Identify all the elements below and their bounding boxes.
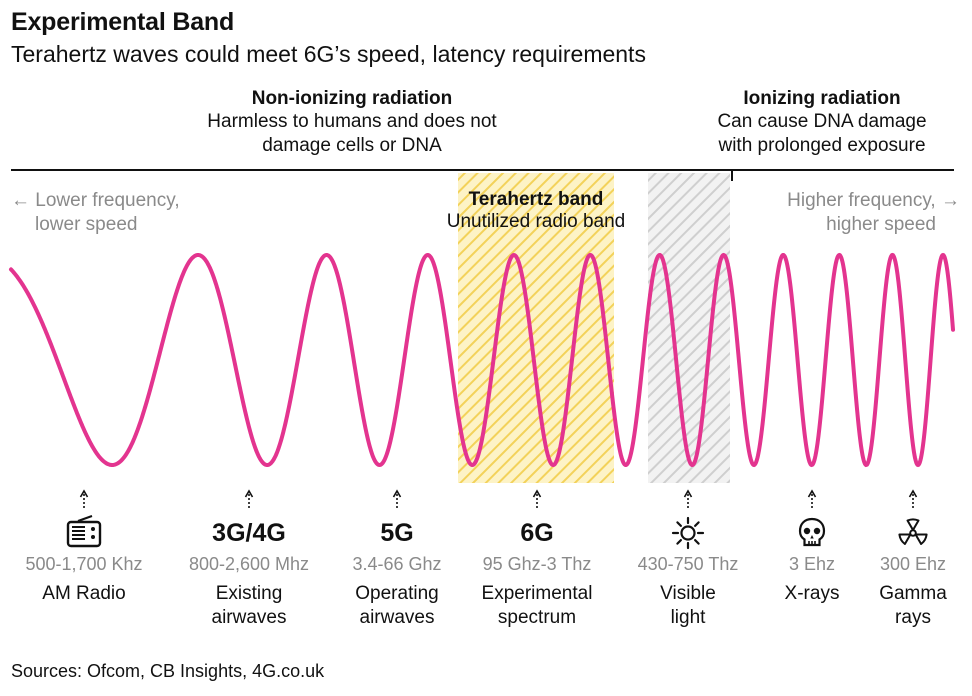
6g-name-line1: Experimental	[481, 583, 593, 604]
marker-visible-light: 430-750 Thz Visible light	[613, 515, 763, 630]
visible-light-hatch	[648, 173, 730, 483]
marker-gamma-rays: 300 Ehz Gamma rays	[838, 515, 972, 630]
marker-xrays: 3 Ehz X-rays	[737, 515, 887, 606]
radiation-icon	[898, 518, 928, 545]
terahertz-band-desc: Unutilized radio band	[446, 211, 626, 232]
non-ionizing-desc-line1: Harmless to humans and does not	[207, 111, 497, 132]
non-ionizing-zone: Non-ionizing radiation Harmless to human…	[150, 88, 554, 158]
terahertz-band-heading: Terahertz band	[468, 189, 604, 210]
marker-arrow-visible-light	[683, 489, 693, 508]
ionizing-heading: Ionizing radiation	[743, 88, 901, 109]
xrays-frequency: 3 Ehz	[788, 554, 836, 574]
am-radio-frequency: 500-1,700 Khz	[25, 554, 143, 574]
gamma-name-line2: rays	[895, 607, 931, 628]
zone-boundary-tick	[731, 169, 733, 181]
ionizing-desc-line2: with prolonged exposure	[718, 135, 926, 156]
higher-frequency-note: Higher frequency, → higher speed	[787, 189, 960, 237]
6g-frequency: 95 Ghz-3 Thz	[482, 554, 592, 574]
sun-icon	[671, 516, 705, 550]
5g-name-line1: Operating	[355, 583, 439, 604]
skull-icon	[798, 517, 826, 547]
marker-arrow-gamma-rays	[908, 489, 918, 508]
marker-arrows	[79, 489, 918, 508]
xrays-name: X-rays	[784, 583, 840, 604]
marker-arrow-am-radio	[79, 489, 89, 508]
ionizing-desc-line1: Can cause DNA damage	[717, 111, 927, 132]
5g-name-line2: airwaves	[359, 607, 435, 628]
source-note: Sources: Ofcom, CB Insights, 4G.co.uk	[11, 661, 325, 681]
marker-3g4g: 3G/4G 800-2,600 Mhz Existing airwaves	[174, 515, 324, 630]
3g4g-name-line2: airwaves	[211, 607, 287, 628]
3g4g-label: 3G/4G	[212, 519, 286, 547]
frequency-wave	[9, 252, 955, 468]
visible-light-name-line2: light	[670, 607, 706, 628]
page-title: Experimental Band	[11, 8, 235, 36]
6g-name-line2: spectrum	[497, 607, 577, 628]
visible-light-name-line1: Visible	[660, 583, 716, 604]
right-arrow-icon: →	[941, 190, 960, 211]
gamma-name-line1: Gamma	[879, 583, 947, 604]
page-subtitle: Terahertz waves could meet 6G’s speed, l…	[11, 41, 646, 67]
left-arrow-icon: ←	[11, 190, 30, 211]
non-ionizing-desc-line2: damage cells or DNA	[262, 135, 442, 156]
radio-icon	[66, 515, 102, 548]
marker-arrow-6g	[532, 489, 542, 508]
3g4g-name-line1: Existing	[215, 583, 283, 604]
marker-6g: 6G 95 Ghz-3 Thz Experimental spectrum	[462, 515, 612, 630]
lower-frequency-line1: Lower frequency,	[35, 190, 180, 211]
marker-arrow-xrays	[807, 489, 817, 508]
higher-frequency-line2: higher speed	[826, 214, 936, 235]
marker-am-radio: 500-1,700 Khz AM Radio	[9, 515, 159, 606]
3g4g-frequency: 800-2,600 Mhz	[188, 554, 310, 574]
visible-light-frequency: 430-750 Thz	[637, 554, 739, 574]
zone-divider-rule	[11, 169, 954, 171]
lower-frequency-note: ← Lower frequency, lower speed	[11, 189, 180, 237]
am-radio-name: AM Radio	[42, 583, 126, 604]
6g-label: 6G	[520, 519, 554, 547]
marker-arrow-3g4g	[244, 489, 254, 508]
lower-frequency-line2: lower speed	[35, 214, 138, 235]
5g-frequency: 3.4-66 Ghz	[352, 554, 442, 574]
marker-5g: 5G 3.4-66 Ghz Operating airwaves	[322, 515, 472, 630]
ionizing-zone: Ionizing radiation Can cause DNA damage …	[690, 88, 954, 158]
5g-label: 5G	[380, 519, 414, 547]
higher-frequency-line1: Higher frequency,	[787, 190, 936, 211]
terahertz-band-label: Terahertz band Unutilized radio band	[418, 189, 654, 233]
gamma-frequency: 300 Ehz	[879, 554, 947, 574]
marker-arrow-5g	[392, 489, 402, 508]
non-ionizing-heading: Non-ionizing radiation	[251, 88, 453, 109]
